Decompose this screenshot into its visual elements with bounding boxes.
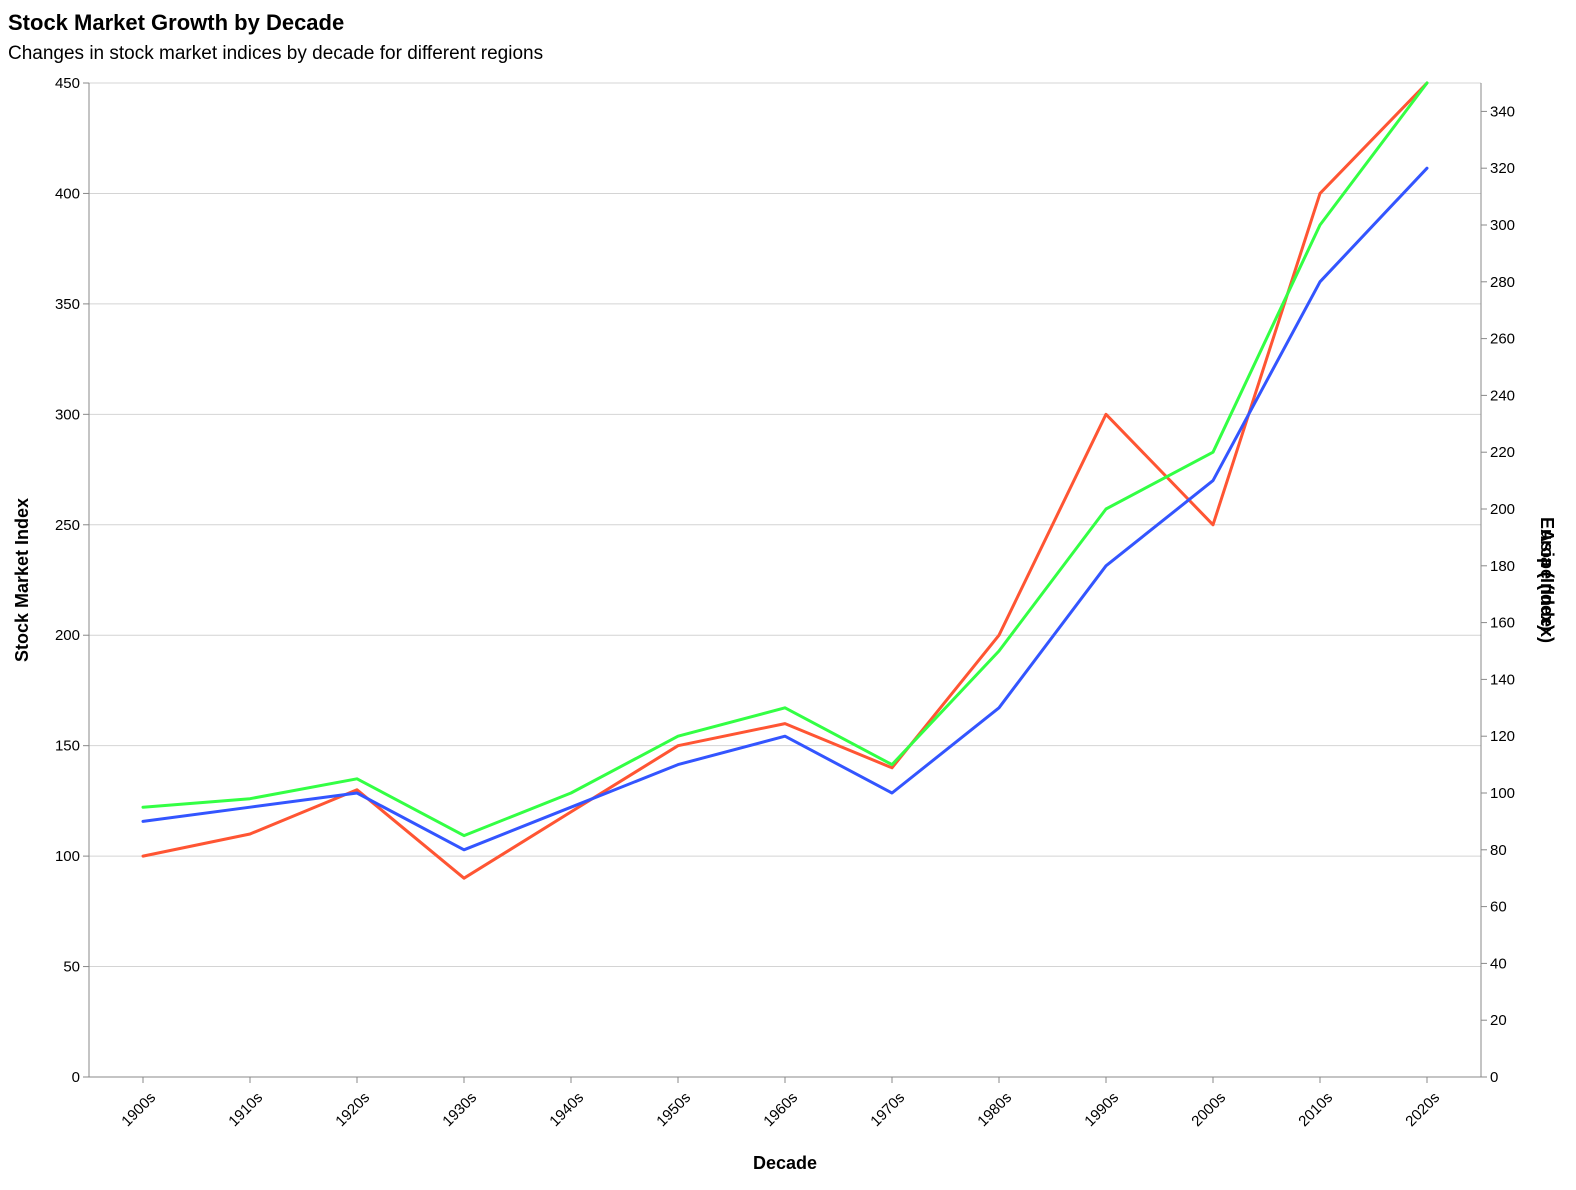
y-tick-label: 400 <box>55 185 80 202</box>
y2-tick-label: 140 <box>1490 671 1515 688</box>
x-tick-label: 2020s <box>1402 1089 1443 1130</box>
y2-tick-label: 260 <box>1490 331 1515 348</box>
y2-axis-title-asia: Asia (Index) <box>1537 529 1557 631</box>
y2-tick-label: 300 <box>1490 217 1515 234</box>
x-tick-label: 1970s <box>867 1089 908 1130</box>
x-tick-label: 1900s <box>118 1089 159 1130</box>
x-tick-label: 2000s <box>1188 1089 1229 1130</box>
y2-axis-title-europe: Europe (Index) <box>1537 517 1557 643</box>
x-axis-title: Decade <box>753 1153 817 1173</box>
x-tick-label: 2010s <box>1295 1089 1336 1130</box>
y-tick-label: 450 <box>55 75 80 92</box>
y2-tick-label: 0 <box>1490 1069 1498 1086</box>
y2-tick-label: 200 <box>1490 501 1515 518</box>
x-tick-label: 1980s <box>974 1089 1015 1130</box>
x-tick-label: 1920s <box>332 1089 373 1130</box>
y2-tick-label: 20 <box>1490 1012 1507 1029</box>
y-tick-label: 200 <box>55 627 80 644</box>
y-tick-label: 250 <box>55 517 80 534</box>
y2-tick-label: 240 <box>1490 387 1515 404</box>
y-tick-label: 150 <box>55 738 80 755</box>
y-axis-title: Stock Market Index <box>12 498 32 662</box>
y2-tick-label: 160 <box>1490 615 1515 632</box>
series-line-2 <box>141 81 1429 838</box>
y-tick-label: 350 <box>55 296 80 313</box>
chart-subtitle: Changes in stock market indices by decad… <box>8 43 543 64</box>
series-line-1 <box>141 166 1429 852</box>
y-tick-label: 100 <box>55 848 80 865</box>
x-tick-label: 1930s <box>439 1089 480 1130</box>
x-tick-label: 1960s <box>760 1089 801 1130</box>
x-tick-label: 1910s <box>225 1089 266 1130</box>
series-line-0 <box>141 81 1429 880</box>
y2-tick-label: 40 <box>1490 955 1507 972</box>
y-tick-label: 0 <box>72 1069 80 1086</box>
y2-tick-label: 80 <box>1490 842 1507 859</box>
y2-tick-label: 60 <box>1490 899 1507 916</box>
y2-tick-label: 100 <box>1490 785 1515 802</box>
x-tick-label: 1950s <box>653 1089 694 1130</box>
y2-tick-label: 340 <box>1490 103 1515 120</box>
y2-tick-label: 180 <box>1490 558 1515 575</box>
x-tick-label: 1940s <box>546 1089 587 1130</box>
y2-tick-label: 280 <box>1490 274 1515 291</box>
grid-layer <box>89 82 1481 1078</box>
axis-layer: 0 50 100 150 200 250 300 350 400 450 0 20 40 60 80 100 1… <box>55 75 1515 1130</box>
series-layer <box>141 81 1429 880</box>
y2-tick-label: 220 <box>1490 444 1515 461</box>
y2-tick-label: 320 <box>1490 160 1515 177</box>
chart-title: Stock Market Growth by Decade <box>8 10 344 35</box>
y2-tick-label: 120 <box>1490 728 1515 745</box>
y-tick-label: 50 <box>63 959 80 976</box>
x-tick-label: 1990s <box>1081 1089 1122 1130</box>
y-tick-label: 300 <box>55 406 80 423</box>
